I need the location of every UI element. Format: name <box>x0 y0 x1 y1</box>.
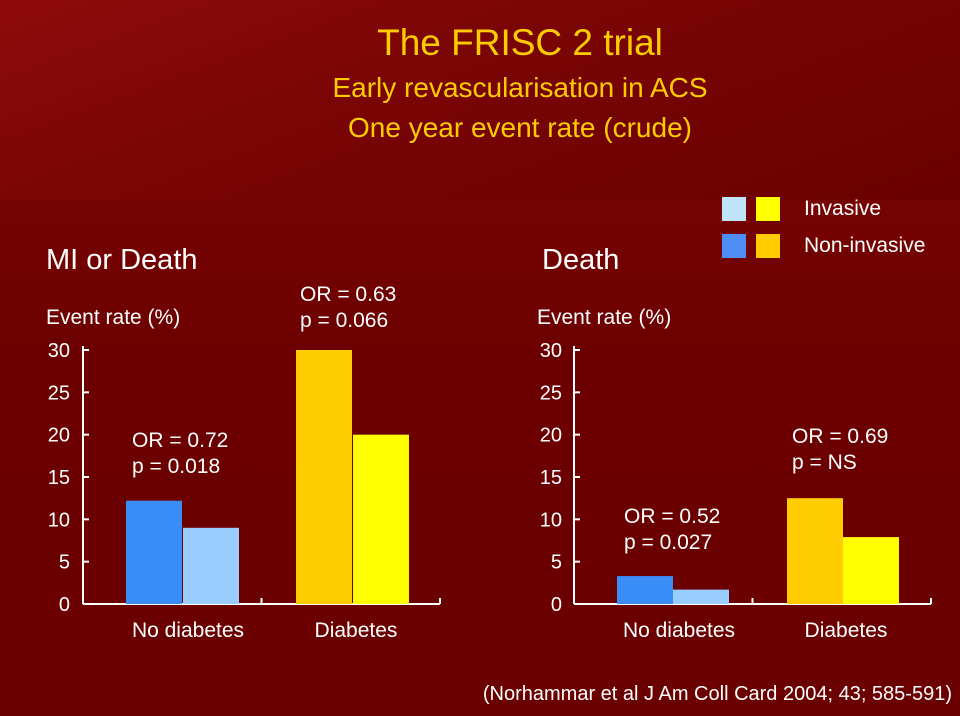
p-value: p = 0.018 <box>132 455 221 478</box>
y-tick-label: 30 <box>540 340 562 362</box>
p-value: p = NS <box>792 451 857 474</box>
bar <box>296 350 352 604</box>
bar <box>787 498 843 604</box>
stat-or-mi-diabetes: OR = 0.63 p = 0.066 <box>300 282 396 334</box>
odds-ratio: OR = 0.72 <box>132 429 229 452</box>
bar <box>126 500 182 604</box>
legend-swatch-noninvasive-diabetes <box>756 234 780 258</box>
legend-swatch-invasive-diabetes <box>756 197 780 221</box>
y-tick-label: 25 <box>48 382 70 404</box>
p-value: p = 0.027 <box>624 531 713 554</box>
slide-subtitle-2: One year event rate (crude) <box>348 112 692 143</box>
category-label-no-diabetes: No diabetes <box>131 619 245 642</box>
stat-or-mi-no-diabetes: OR = 0.72 p = 0.018 <box>132 428 228 480</box>
bar <box>353 434 409 604</box>
y-tick-label: 5 <box>551 552 562 574</box>
odds-ratio: OR = 0.63 <box>300 283 397 306</box>
p-value: p = 0.066 <box>300 309 389 332</box>
y-tick-label: 10 <box>48 509 70 531</box>
y-tick-label: 25 <box>540 382 562 404</box>
slide-subtitle-1: Early revascularisation in ACS <box>332 72 708 103</box>
category-label-no-diabetes: No diabetes <box>622 619 736 642</box>
y-tick-label: 0 <box>59 594 70 616</box>
y-axis-title-death: Event rate (%) <box>537 306 672 329</box>
stat-or-death-no-diabetes: OR = 0.52 p = 0.027 <box>624 504 720 556</box>
bar <box>843 537 899 604</box>
y-tick-label: 15 <box>48 467 70 489</box>
legend-label-noninvasive: Non-invasive <box>804 234 926 257</box>
y-tick-label: 0 <box>551 594 562 616</box>
panel-title-death: Death <box>542 244 620 276</box>
odds-ratio: OR = 0.52 <box>624 505 721 528</box>
y-tick-label: 15 <box>540 467 562 489</box>
y-tick-label: 30 <box>48 340 70 362</box>
legend-swatch-noninvasive-no-diabetes <box>722 234 746 258</box>
stat-or-death-diabetes: OR = 0.69 p = NS <box>792 424 888 476</box>
slide-title: The FRISC 2 trial <box>377 22 663 63</box>
bar <box>617 576 673 604</box>
category-label-diabetes: Diabetes <box>314 619 398 642</box>
y-tick-label: 20 <box>48 425 70 447</box>
odds-ratio: OR = 0.69 <box>792 425 889 448</box>
category-label-diabetes: Diabetes <box>804 619 888 642</box>
bar <box>183 527 239 604</box>
panel-title-mi-or-death: MI or Death <box>46 244 198 276</box>
y-axis-title-mi-or-death: Event rate (%) <box>46 306 181 329</box>
citation: (Norhammar et al J Am Coll Card 2004; 43… <box>482 683 952 705</box>
y-tick-label: 10 <box>540 509 562 531</box>
content-background <box>0 200 960 716</box>
bar <box>673 589 729 604</box>
y-tick-label: 5 <box>59 552 70 574</box>
y-tick-label: 20 <box>540 425 562 447</box>
legend-label-invasive: Invasive <box>804 197 882 220</box>
legend-swatch-invasive-no-diabetes <box>722 197 746 221</box>
header-background <box>0 0 960 200</box>
